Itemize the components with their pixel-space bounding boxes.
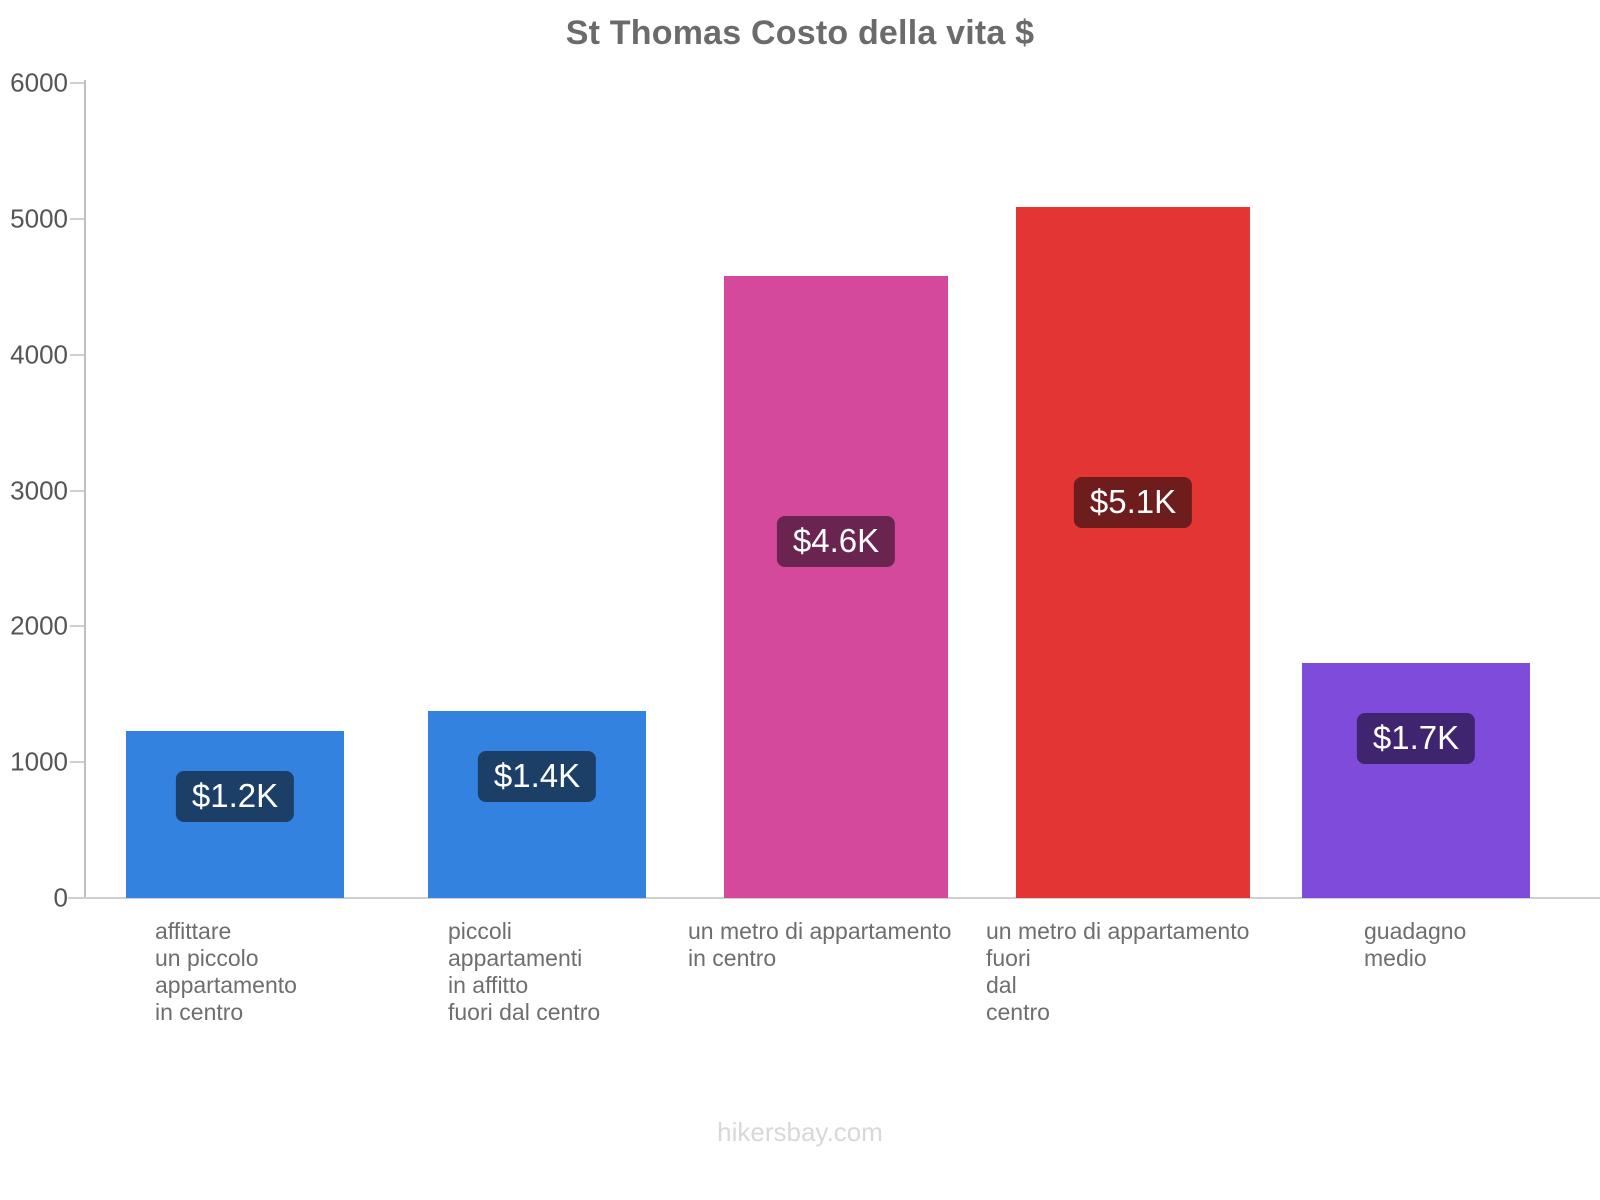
y-axis-tick-label: 1000: [10, 746, 68, 777]
x-axis-line: [68, 897, 1600, 899]
bar-value-label: $1.2K: [175, 770, 295, 822]
x-axis-category-label: un metro di appartamento in centro: [688, 918, 952, 971]
y-axis-tick-label: 3000: [10, 475, 68, 505]
y-axis-tick-mark: [70, 897, 84, 899]
y-axis-tick-mark: [70, 82, 84, 84]
bar-value-label: $1.7K: [1356, 713, 1476, 765]
y-axis-tick-mark: [70, 625, 84, 628]
bar[interactable]: $4.6K: [724, 275, 948, 898]
y-axis-tick-label: 6000: [10, 67, 68, 98]
bar-value-label: $4.6K: [776, 515, 896, 567]
bar[interactable]: $1.4K: [428, 711, 646, 898]
plot-area: $1.2K $1.4K $4.6K $5.1K $1.7K: [84, 83, 1600, 898]
y-axis-tick-mark: [70, 489, 84, 492]
chart-title: St Thomas Costo della vita $: [565, 14, 1035, 52]
x-axis-category-label: un metro di appartamento fuori dal centr…: [986, 918, 1250, 1025]
y-axis-tick-label: 2000: [10, 610, 68, 641]
y-axis-tick-label: 4000: [10, 339, 68, 370]
bar-value-label: $5.1K: [1073, 476, 1193, 528]
y-axis-tick-mark: [70, 761, 84, 764]
bar[interactable]: $1.2K: [126, 730, 344, 898]
watermark: hikersbay.com: [717, 1117, 883, 1147]
bar[interactable]: $1.7K: [1302, 663, 1530, 898]
x-axis-category-label: affittare un piccolo appartamento in cen…: [155, 918, 297, 1025]
x-axis-category-label: piccoli appartamenti in affitto fuori da…: [448, 918, 601, 1025]
bar-value-label: $1.4K: [477, 751, 597, 803]
y-axis-line: [84, 80, 86, 898]
y-axis-tick-label: 0: [53, 882, 68, 913]
y-axis-tick-mark: [70, 353, 84, 356]
y-axis-tick-label: 5000: [10, 203, 68, 234]
y-axis-tick-mark: [70, 217, 84, 220]
x-axis-category-label: guadagno medio: [1364, 918, 1467, 971]
bar[interactable]: $5.1K: [1016, 206, 1250, 898]
